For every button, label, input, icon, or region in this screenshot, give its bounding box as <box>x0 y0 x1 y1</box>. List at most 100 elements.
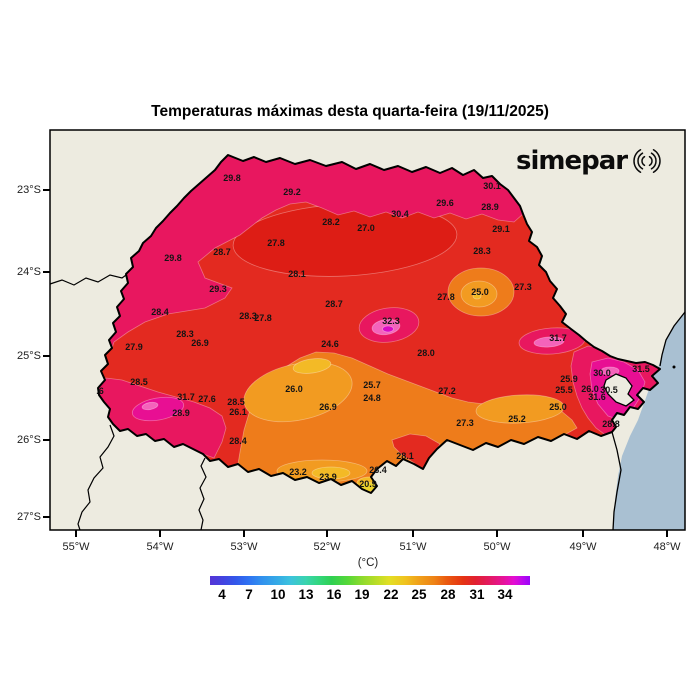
temperature-label: 29.6 <box>436 198 454 208</box>
lon-tick <box>666 530 668 537</box>
colorbar-tick-label: 7 <box>245 587 253 602</box>
temperature-label: 28.1 <box>396 451 414 461</box>
temperature-label: 28.9 <box>481 202 499 212</box>
lon-tick-label: 48°W <box>653 541 681 553</box>
contour-magenta-southwest <box>131 396 185 422</box>
lon-tick-label: 51°W <box>399 541 427 553</box>
temperature-label: 29.2 <box>283 187 301 197</box>
temperature-label: 27.6 <box>198 394 216 404</box>
temperature-label: 20.9 <box>359 479 377 489</box>
temperature-label: 26.4 <box>369 465 387 475</box>
temperature-label: 23.2 <box>289 467 307 477</box>
temperature-label: 23.9 <box>319 472 337 482</box>
lon-tick-label: 54°W <box>146 541 174 553</box>
lat-tick-label: 26°S <box>17 434 41 446</box>
lon-tick-label: 53°W <box>230 541 258 553</box>
contour-regions <box>98 155 660 493</box>
temperature-label: 29.3 <box>209 284 227 294</box>
temperature-label: 32.3 <box>382 316 400 326</box>
page-title: Temperaturas máximas desta quarta-feira … <box>151 103 549 120</box>
temperature-label: 25.0 <box>549 402 567 412</box>
temperature-label: 25.2 <box>508 414 526 424</box>
temperature-label: 26.9 <box>191 338 209 348</box>
temperature-label: 29.8 <box>223 173 241 183</box>
temperature-label: 28.4 <box>151 307 169 317</box>
colorbar-tick-label: 28 <box>440 587 456 602</box>
temperature-label: 28.3 <box>473 246 491 256</box>
temperature-label: 25.0 <box>471 287 489 297</box>
lon-tick <box>582 530 584 537</box>
lon-tick <box>326 530 328 537</box>
lon-tick <box>75 530 77 537</box>
temperature-label: 30.1 <box>483 181 501 191</box>
contour-lightpink-coastal <box>600 366 620 376</box>
colorbar-tick-label: 34 <box>497 587 513 602</box>
temperature-label: 27.9 <box>125 342 143 352</box>
temperature-label: .6 <box>96 386 104 396</box>
lon-tick-label: 52°W <box>313 541 341 553</box>
contour-amber-ne <box>472 292 482 300</box>
contour-lightpink-southwest <box>141 401 159 411</box>
temperature-label: 27.3 <box>514 282 532 292</box>
contour-amber-center <box>292 358 332 374</box>
plot-frame <box>49 129 686 531</box>
temperature-label: 28.1 <box>288 269 306 279</box>
temperature-label: 24.6 <box>321 339 339 349</box>
temperature-label: 26.0 <box>285 384 303 394</box>
lat-tick-label: 27°S <box>17 511 41 523</box>
colorbar-tick-label: 31 <box>469 587 485 602</box>
temperature-label: 27.8 <box>254 313 272 323</box>
temperature-label: 28.2 <box>322 217 340 227</box>
temperature-label: 28.7 <box>325 299 343 309</box>
temperature-label: 25.9 <box>560 374 578 384</box>
coastline-north <box>659 311 686 367</box>
colorbar-unit: (°C) <box>357 557 379 569</box>
temperature-label: 31.5 <box>632 364 650 374</box>
paranagua-bay <box>603 373 635 407</box>
temperature-label: 24.8 <box>363 393 381 403</box>
colorbar-tick-label: 4 <box>218 587 226 602</box>
lon-tick <box>412 530 414 537</box>
temperature-label: 28.9 <box>172 408 190 418</box>
lat-tick <box>43 189 50 191</box>
radar-ripple-icon <box>633 148 661 174</box>
lon-tick-label: 50°W <box>483 541 511 553</box>
temperature-label: 31.6 <box>588 392 606 402</box>
temperature-label: 30.4 <box>391 209 409 219</box>
temperature-label: 28.3 <box>176 329 194 339</box>
state-boundary <box>97 154 661 494</box>
lon-tick <box>243 530 245 537</box>
lon-tick <box>496 530 498 537</box>
temperature-label: 31.7 <box>177 392 195 402</box>
temperature-label: 31.7 <box>549 333 567 343</box>
temperature-label: 26.9 <box>319 402 337 412</box>
temperature-label: 27.2 <box>438 386 456 396</box>
island-dot <box>672 365 676 369</box>
lat-tick <box>43 355 50 357</box>
colorbar-tick-label: 13 <box>298 587 314 602</box>
temperature-label: 28.7 <box>213 247 231 257</box>
lat-tick-label: 24°S <box>17 266 41 278</box>
temperature-label: 27.8 <box>437 292 455 302</box>
lat-tick-label: 25°S <box>17 350 41 362</box>
colorbar-tick-label: 22 <box>383 587 399 602</box>
lon-tick-label: 55°W <box>62 541 90 553</box>
temperature-label: 28.5 <box>227 397 245 407</box>
colorbar-tick-label: 25 <box>411 587 427 602</box>
lat-tick <box>43 271 50 273</box>
colorbar-tick-label: 19 <box>354 587 370 602</box>
ocean <box>613 312 685 530</box>
lat-tick-label: 23°S <box>17 184 41 196</box>
colorbar <box>210 576 530 585</box>
lon-tick-label: 49°W <box>569 541 597 553</box>
temperature-label: 28.0 <box>417 348 435 358</box>
temperature-label: 27.8 <box>267 238 285 248</box>
temperature-label: 28.8 <box>602 419 620 429</box>
temperature-label: 28.5 <box>130 377 148 387</box>
colorbar-tick-label: 16 <box>326 587 342 602</box>
temperature-label: 27.3 <box>456 418 474 428</box>
contour-light-orange-east <box>475 394 565 424</box>
temperature-label: 25.7 <box>363 380 381 390</box>
